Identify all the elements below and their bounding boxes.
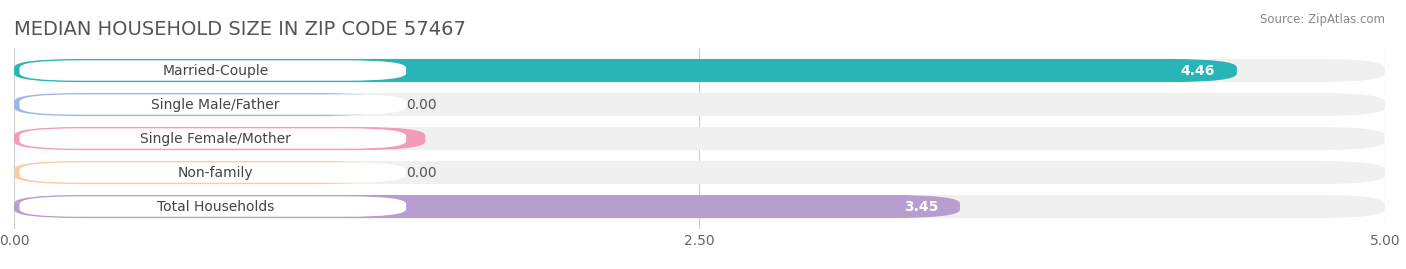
Text: Total Households: Total Households bbox=[157, 200, 274, 214]
Text: Single Male/Father: Single Male/Father bbox=[152, 98, 280, 112]
Text: MEDIAN HOUSEHOLD SIZE IN ZIP CODE 57467: MEDIAN HOUSEHOLD SIZE IN ZIP CODE 57467 bbox=[14, 20, 465, 38]
Text: 0.00: 0.00 bbox=[406, 165, 437, 179]
Text: Non-family: Non-family bbox=[177, 165, 253, 179]
Text: 4.46: 4.46 bbox=[1181, 63, 1215, 77]
FancyBboxPatch shape bbox=[14, 195, 960, 218]
FancyBboxPatch shape bbox=[20, 94, 406, 115]
Text: Single Female/Mother: Single Female/Mother bbox=[141, 132, 291, 146]
Text: 1.50: 1.50 bbox=[368, 132, 404, 146]
FancyBboxPatch shape bbox=[14, 59, 1237, 82]
Text: Source: ZipAtlas.com: Source: ZipAtlas.com bbox=[1260, 13, 1385, 26]
FancyBboxPatch shape bbox=[14, 161, 384, 184]
FancyBboxPatch shape bbox=[14, 127, 425, 150]
FancyBboxPatch shape bbox=[14, 59, 1385, 82]
FancyBboxPatch shape bbox=[20, 60, 406, 81]
FancyBboxPatch shape bbox=[20, 128, 406, 149]
FancyBboxPatch shape bbox=[14, 161, 1385, 184]
Text: 0.00: 0.00 bbox=[406, 98, 437, 112]
FancyBboxPatch shape bbox=[20, 196, 406, 217]
FancyBboxPatch shape bbox=[14, 93, 384, 116]
Text: Married-Couple: Married-Couple bbox=[163, 63, 269, 77]
FancyBboxPatch shape bbox=[14, 127, 1385, 150]
FancyBboxPatch shape bbox=[14, 93, 1385, 116]
Text: 3.45: 3.45 bbox=[904, 200, 938, 214]
FancyBboxPatch shape bbox=[20, 162, 406, 183]
FancyBboxPatch shape bbox=[14, 195, 1385, 218]
